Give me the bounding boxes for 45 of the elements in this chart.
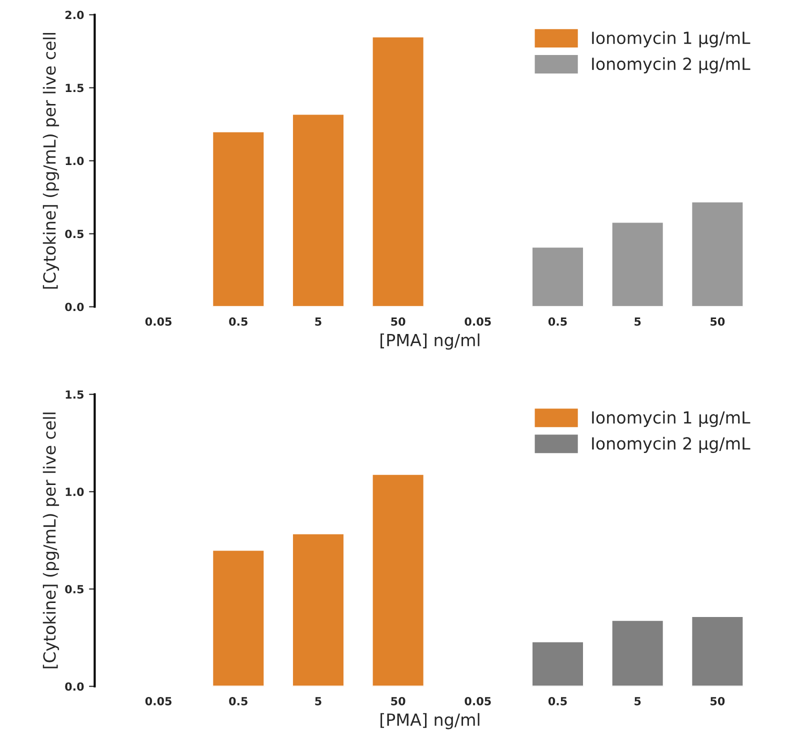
x-tick-label: 0.05 xyxy=(464,696,491,706)
y-axis-title: [Cytokine] (pg/mL) per live cell xyxy=(42,33,60,289)
x-tick-label: 50 xyxy=(710,317,725,326)
legend-label: Ionomycin 1 µg/mL xyxy=(592,31,750,48)
bar xyxy=(212,130,266,307)
y-tick-label: 0.5 xyxy=(65,584,84,594)
legend-label: Ionomycin 1 µg/mL xyxy=(592,410,750,427)
bar xyxy=(531,246,584,307)
bar xyxy=(690,200,744,307)
x-tick-label: 0.05 xyxy=(464,317,491,326)
y-tick-label: 1.0 xyxy=(66,488,84,496)
y-axis-title: [Cytokine] (pg/mL) per live cell xyxy=(42,412,60,668)
x-axis-title: [PMA] ng/ml xyxy=(380,333,480,350)
x-tick-label: 5 xyxy=(634,318,641,326)
x-tick-label: 5 xyxy=(634,697,641,706)
x-axis-title: [PMA] ng/ml xyxy=(380,713,480,730)
bar xyxy=(610,221,664,307)
x-tick-label: 5 xyxy=(315,697,322,706)
legend-label: Ionomycin 2 µg/mL xyxy=(592,57,750,74)
x-tick-label: 0.5 xyxy=(548,696,567,706)
bar xyxy=(212,549,266,686)
bar xyxy=(292,532,345,686)
y-tick-label: 1.5 xyxy=(66,84,84,92)
x-tick-label: 50 xyxy=(391,317,406,326)
bar xyxy=(531,640,584,686)
x-tick-label: 0.5 xyxy=(229,317,248,326)
x-tick-label: 0.5 xyxy=(229,696,248,706)
x-tick-label: 0.5 xyxy=(548,317,567,326)
y-tick-label: 0.0 xyxy=(65,682,84,691)
x-tick-label: 5 xyxy=(315,318,322,326)
bar xyxy=(371,473,425,686)
y-tick-label: 0.5 xyxy=(65,230,84,238)
bar xyxy=(610,619,664,686)
legend-label: Ionomycin 2 µg/mL xyxy=(592,436,750,453)
y-tick-label: 1.5 xyxy=(66,390,84,399)
x-tick-label: 50 xyxy=(710,696,725,706)
x-tick-label: 50 xyxy=(391,696,406,706)
bar xyxy=(371,36,425,307)
y-tick-label: 1.0 xyxy=(66,156,84,166)
x-tick-label: 0.05 xyxy=(145,317,172,326)
x-tick-label: 0.05 xyxy=(145,696,172,706)
y-tick-label: 0.0 xyxy=(65,302,84,312)
y-tick-label: 2.0 xyxy=(65,10,84,20)
bar xyxy=(690,616,744,686)
bar xyxy=(292,113,345,307)
